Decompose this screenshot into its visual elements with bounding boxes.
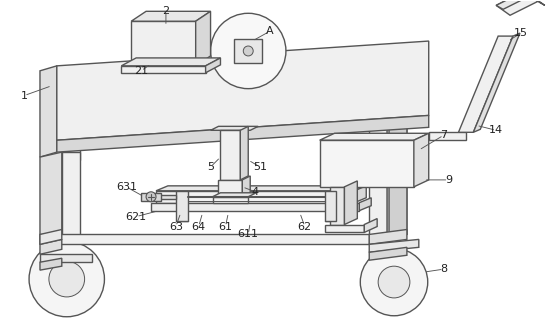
Circle shape <box>29 242 105 317</box>
Polygon shape <box>40 234 369 244</box>
Polygon shape <box>369 240 419 252</box>
Text: 62: 62 <box>298 221 312 231</box>
Polygon shape <box>176 191 187 220</box>
Text: 63: 63 <box>169 221 183 231</box>
Text: 7: 7 <box>440 130 447 140</box>
Polygon shape <box>429 132 466 140</box>
Text: 2: 2 <box>163 6 169 16</box>
Polygon shape <box>325 224 364 232</box>
Polygon shape <box>40 152 62 244</box>
Text: 21: 21 <box>134 66 148 76</box>
Polygon shape <box>330 187 345 224</box>
Polygon shape <box>387 111 407 240</box>
Circle shape <box>211 13 286 89</box>
Text: 621: 621 <box>126 212 147 221</box>
Polygon shape <box>131 11 211 21</box>
Polygon shape <box>40 66 57 157</box>
Polygon shape <box>40 254 92 262</box>
Polygon shape <box>40 258 62 270</box>
Polygon shape <box>325 191 336 220</box>
Polygon shape <box>369 229 407 244</box>
Polygon shape <box>524 0 545 5</box>
Polygon shape <box>121 66 206 73</box>
Polygon shape <box>320 140 414 187</box>
Polygon shape <box>345 181 357 224</box>
Circle shape <box>378 266 410 298</box>
Polygon shape <box>121 58 221 66</box>
Polygon shape <box>234 39 262 63</box>
Text: 8: 8 <box>440 264 447 274</box>
Text: 9: 9 <box>445 175 452 185</box>
Polygon shape <box>196 11 211 66</box>
Polygon shape <box>354 186 366 203</box>
Polygon shape <box>458 36 513 132</box>
Text: 51: 51 <box>253 162 267 172</box>
Circle shape <box>49 261 85 297</box>
Polygon shape <box>206 58 221 73</box>
Polygon shape <box>369 247 407 260</box>
Polygon shape <box>496 0 538 15</box>
Text: A: A <box>266 26 274 36</box>
Polygon shape <box>62 71 80 160</box>
Polygon shape <box>151 203 359 211</box>
Polygon shape <box>131 21 196 66</box>
Polygon shape <box>211 126 258 130</box>
Text: 4: 4 <box>252 187 259 197</box>
Circle shape <box>361 248 427 316</box>
Polygon shape <box>212 197 248 203</box>
Polygon shape <box>389 111 407 240</box>
Polygon shape <box>364 218 377 232</box>
Polygon shape <box>156 186 366 191</box>
Polygon shape <box>241 126 248 180</box>
Text: 611: 611 <box>238 229 259 240</box>
Polygon shape <box>40 229 62 244</box>
Polygon shape <box>141 193 161 201</box>
Circle shape <box>243 46 253 56</box>
Polygon shape <box>62 152 80 240</box>
Polygon shape <box>57 116 429 152</box>
Polygon shape <box>40 240 62 254</box>
Polygon shape <box>369 116 387 240</box>
Text: 1: 1 <box>20 90 28 100</box>
Polygon shape <box>242 176 250 197</box>
Text: 64: 64 <box>191 221 206 231</box>
Polygon shape <box>221 130 241 180</box>
Polygon shape <box>320 133 429 140</box>
Text: 61: 61 <box>218 221 232 231</box>
Polygon shape <box>151 195 176 199</box>
Polygon shape <box>156 191 354 203</box>
Polygon shape <box>212 193 256 197</box>
Polygon shape <box>414 133 429 187</box>
Text: 15: 15 <box>514 28 528 38</box>
Polygon shape <box>473 33 520 132</box>
Polygon shape <box>359 198 371 211</box>
Polygon shape <box>218 180 242 197</box>
Text: 5: 5 <box>207 162 214 172</box>
Circle shape <box>146 192 156 202</box>
Polygon shape <box>496 0 531 9</box>
Text: 14: 14 <box>489 125 503 135</box>
Text: 631: 631 <box>116 182 137 192</box>
Polygon shape <box>57 41 429 140</box>
